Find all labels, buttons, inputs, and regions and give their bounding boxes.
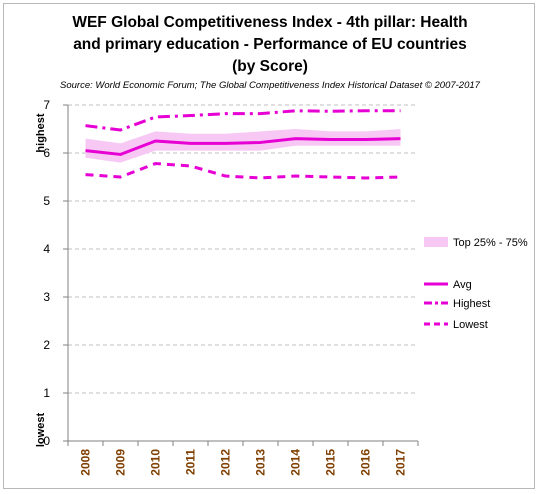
legend-label-band: Top 25% - 75% <box>453 237 528 249</box>
y-tick-label: 3 <box>43 290 50 304</box>
x-tick-label: 2011 <box>184 449 198 475</box>
x-tick-label: 2009 <box>114 449 128 476</box>
legend-swatch-band <box>424 237 448 247</box>
series-line-avg <box>85 137 401 156</box>
x-tick-label: 2012 <box>219 449 233 476</box>
legend-label-lowest: Lowest <box>453 319 488 331</box>
chart-title-line-3: (by Score) <box>232 58 308 75</box>
chart-title-line-1: WEF Global Competitiveness Index - 4th p… <box>72 14 468 31</box>
x-tick-label: 2017 <box>394 449 408 476</box>
series-line-highest <box>85 109 401 132</box>
y-tick-label: 1 <box>43 386 50 400</box>
y-tick-label: 0 <box>43 434 50 448</box>
x-tick-label: 2013 <box>254 449 268 476</box>
legend-label-avg: Avg <box>453 279 472 291</box>
y-tick-label: 2 <box>43 338 50 352</box>
y-tick-label: 7 <box>43 98 50 112</box>
y-tick-label: 5 <box>43 194 50 208</box>
x-tick-label: 2008 <box>79 449 93 476</box>
legend-label-highest: Highest <box>453 298 490 310</box>
band-top25-75 <box>85 129 401 163</box>
x-tick-label: 2016 <box>359 449 373 476</box>
chart-title: WEF Global Competitiveness Index - 4th p… <box>60 12 480 78</box>
y-top-label: highest <box>35 113 47 152</box>
series-line-lowest <box>85 162 401 180</box>
y-tick-label: 6 <box>43 146 50 160</box>
x-tick-label: 2015 <box>324 449 338 476</box>
x-tick-label: 2014 <box>289 449 303 476</box>
y-tick-label: 4 <box>43 242 50 256</box>
chart-frame <box>3 3 535 489</box>
chart-subtitle: Source: World Economic Forum; The Global… <box>60 80 480 91</box>
chart-title-line-2: and primary education - Performance of E… <box>73 36 467 53</box>
y-bottom-label: lowest <box>35 413 47 448</box>
x-tick-label: 2010 <box>149 449 163 476</box>
